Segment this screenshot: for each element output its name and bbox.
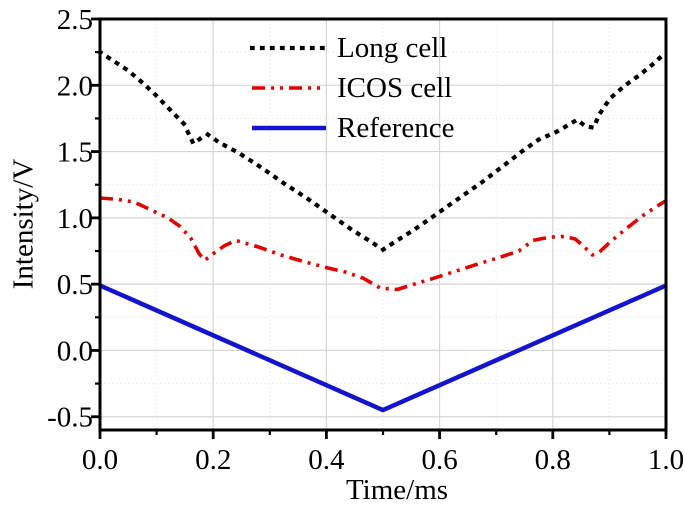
legend-item-icos-cell: ICOS cell xyxy=(250,68,455,108)
series-long-cell xyxy=(97,49,669,252)
x-tick-label: 0.2 xyxy=(195,444,231,476)
y-axis-title: Intensity/V xyxy=(7,158,40,290)
y-tick-label: 1.0 xyxy=(57,203,93,235)
y-tick-label: 0.0 xyxy=(57,335,93,367)
y-tick-label: 2.5 xyxy=(57,4,93,36)
y-tick-label: 1.5 xyxy=(57,137,93,169)
reference-line-sample xyxy=(252,125,326,131)
x-tick-label: 0.8 xyxy=(535,444,571,476)
x-tick-label: 0.4 xyxy=(308,444,345,476)
icos-cell-line-sample xyxy=(252,86,326,90)
y-tick-label: -0.5 xyxy=(47,402,93,434)
legend-label-long-cell: Long cell xyxy=(337,31,448,64)
y-tick-label: 2.0 xyxy=(57,70,93,102)
x-tick-label: 0.6 xyxy=(421,444,457,476)
y-tick-label: 0.5 xyxy=(57,269,93,301)
x-tick-label: 1.0 xyxy=(648,444,684,476)
legend: Long cell ICOS cell Reference xyxy=(250,28,455,148)
legend-label-reference: Reference xyxy=(337,111,455,144)
series-reference xyxy=(99,283,667,413)
legend-label-icos-cell: ICOS cell xyxy=(337,71,453,104)
legend-item-reference: Reference xyxy=(250,108,455,148)
legend-item-long-cell: Long cell xyxy=(250,28,455,68)
x-tick-label: 0.0 xyxy=(82,444,118,476)
x-axis-title: Time/ms xyxy=(345,474,449,506)
long-cell-line-sample xyxy=(250,45,328,51)
